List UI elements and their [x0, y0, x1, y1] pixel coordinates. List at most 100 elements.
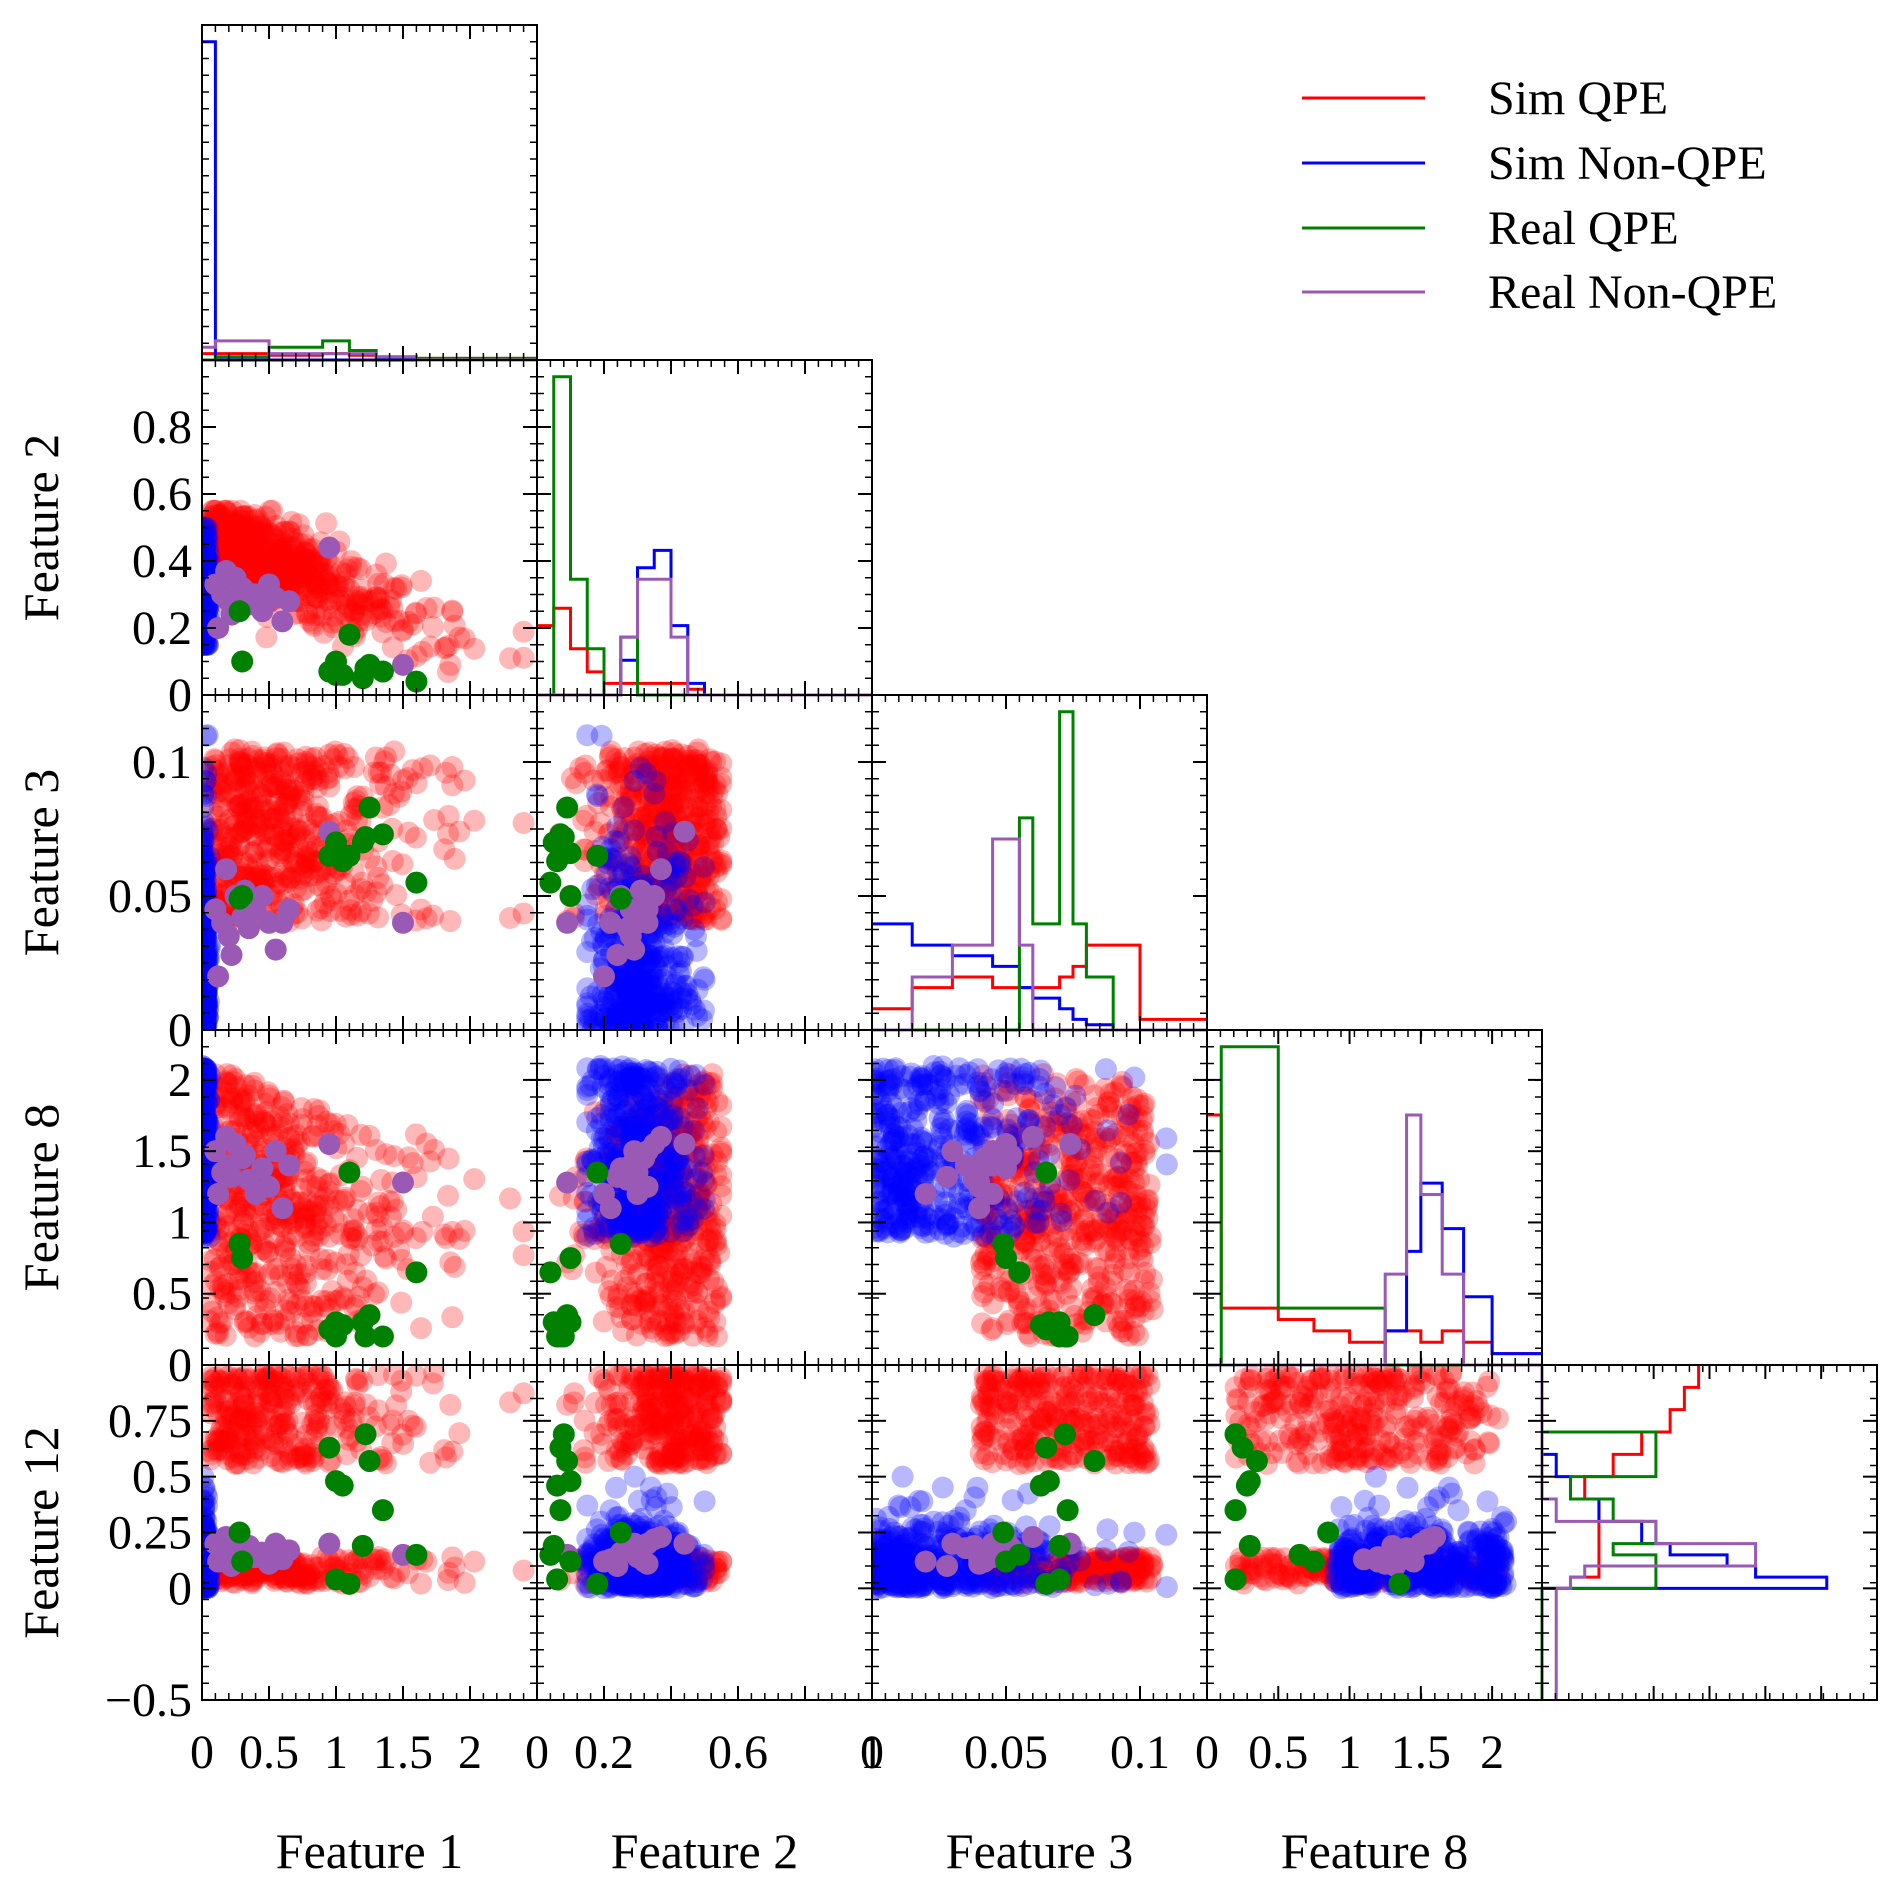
- sim-non-qpe-point: [692, 966, 715, 989]
- sim-qpe-point: [702, 1270, 725, 1293]
- sim-non-qpe-point: [202, 815, 216, 838]
- sim-qpe-point: [392, 618, 415, 641]
- sim-qpe-point: [266, 803, 289, 826]
- sim-qpe-point: [225, 768, 248, 791]
- sim-qpe-point: [378, 595, 401, 618]
- sim-qpe-point: [205, 832, 228, 855]
- sim-qpe-point: [225, 762, 248, 785]
- sim-qpe-point: [404, 1123, 427, 1146]
- sim-non-qpe-point: [202, 546, 214, 569]
- sim-qpe-point: [371, 873, 394, 896]
- sim-non-qpe-point: [202, 998, 216, 1021]
- sim-qpe-point: [251, 868, 274, 891]
- sim-non-qpe-point: [202, 932, 216, 955]
- sim-qpe-point: [329, 899, 352, 922]
- sim-qpe-point: [228, 822, 251, 845]
- sim-non-qpe-point: [202, 993, 218, 1016]
- sim-non-qpe-point: [202, 783, 215, 806]
- sim-qpe-point: [262, 866, 285, 889]
- sim-qpe-point: [419, 754, 442, 777]
- sim-non-qpe-point: [202, 993, 215, 1016]
- sim-non-qpe-point: [202, 593, 214, 616]
- sim-qpe-point: [203, 748, 226, 771]
- sim-qpe-point: [203, 517, 226, 540]
- sim-qpe-point: [388, 785, 411, 808]
- sim-qpe-point: [283, 860, 306, 883]
- sim-qpe-point: [357, 590, 380, 613]
- sim-qpe-point: [275, 866, 298, 889]
- sim-qpe-point: [244, 756, 267, 779]
- sim-qpe-point: [463, 637, 486, 660]
- real-non-qpe-point: [217, 925, 240, 948]
- sim-non-qpe-point: [202, 535, 215, 558]
- sim-qpe-point: [246, 520, 269, 543]
- sim-non-qpe-point: [202, 877, 214, 900]
- sim-qpe-point: [661, 881, 684, 904]
- sim-non-qpe-point: [202, 1009, 216, 1030]
- sim-qpe-point: [421, 1205, 444, 1228]
- sim-qpe-point: [270, 557, 293, 580]
- sim-qpe-point: [375, 611, 398, 634]
- sim-non-qpe-point: [202, 547, 218, 570]
- sim-qpe-point: [236, 526, 259, 549]
- sim-qpe-point: [215, 501, 238, 524]
- sim-qpe-point: [680, 881, 703, 904]
- sim-qpe-point: [265, 747, 288, 770]
- sim-qpe-point: [463, 1168, 486, 1191]
- sim-non-qpe-point: [202, 989, 216, 1012]
- sim-qpe-point: [235, 809, 258, 832]
- sim-qpe-point: [448, 1227, 471, 1250]
- sim-qpe-point: [254, 798, 277, 821]
- sim-non-qpe-point: [202, 1010, 214, 1030]
- sim-non-qpe-point: [202, 981, 215, 1004]
- sim-qpe-point: [220, 521, 243, 544]
- sim-non-qpe-point: [202, 984, 215, 1007]
- sim-qpe-point: [255, 626, 278, 649]
- sim-qpe-point: [310, 604, 333, 627]
- sim-qpe-point: [229, 499, 252, 522]
- sim-qpe-point: [272, 768, 295, 791]
- sim-qpe-point: [208, 759, 231, 782]
- sim-qpe-point: [306, 586, 329, 609]
- sim-qpe-point: [229, 753, 252, 776]
- sim-qpe-point: [259, 545, 282, 568]
- sim-qpe-point: [274, 773, 297, 796]
- sim-qpe-point: [271, 813, 294, 836]
- sim-qpe-point: [237, 790, 260, 813]
- sim-qpe-point: [290, 879, 313, 902]
- sim-qpe-point: [361, 590, 384, 613]
- sim-qpe-point: [295, 584, 318, 607]
- sim-qpe-point: [383, 610, 406, 633]
- real-non-qpe-point: [649, 858, 672, 881]
- sim-qpe-point: [326, 744, 349, 767]
- sim-qpe-point: [302, 755, 325, 778]
- sim-non-qpe-point: [202, 938, 219, 961]
- sim-qpe-point: [220, 530, 243, 553]
- sim-qpe-point: [643, 789, 666, 812]
- sim-non-qpe-point: [202, 596, 215, 619]
- sim-qpe-point: [237, 796, 260, 819]
- sim-non-qpe-point: [202, 602, 214, 625]
- sim-qpe-point: [499, 647, 522, 670]
- sim-qpe-point: [252, 749, 275, 772]
- sim-qpe-point: [335, 594, 358, 617]
- sim-qpe-point: [264, 788, 287, 811]
- sim-non-qpe-point: [202, 916, 214, 939]
- sim-qpe-point: [269, 1320, 292, 1343]
- sim-qpe-point: [441, 774, 464, 797]
- sim-non-qpe-point: [202, 601, 215, 624]
- sim-qpe-point: [236, 811, 259, 834]
- sim-qpe-point: [307, 874, 330, 897]
- real-qpe-point: [559, 842, 582, 865]
- sim-qpe-point: [287, 835, 310, 858]
- sim-qpe-point: [307, 552, 330, 575]
- sim-non-qpe-point: [202, 756, 215, 779]
- sim-non-qpe-point: [202, 1012, 215, 1030]
- sim-qpe-point: [307, 1224, 330, 1247]
- sim-qpe-point: [216, 783, 239, 806]
- sim-qpe-point: [232, 545, 255, 568]
- sim-non-qpe-point: [202, 988, 215, 1011]
- sim-qpe-point: [338, 889, 361, 912]
- sim-qpe-point: [367, 586, 390, 609]
- sim-non-qpe-point: [202, 866, 216, 889]
